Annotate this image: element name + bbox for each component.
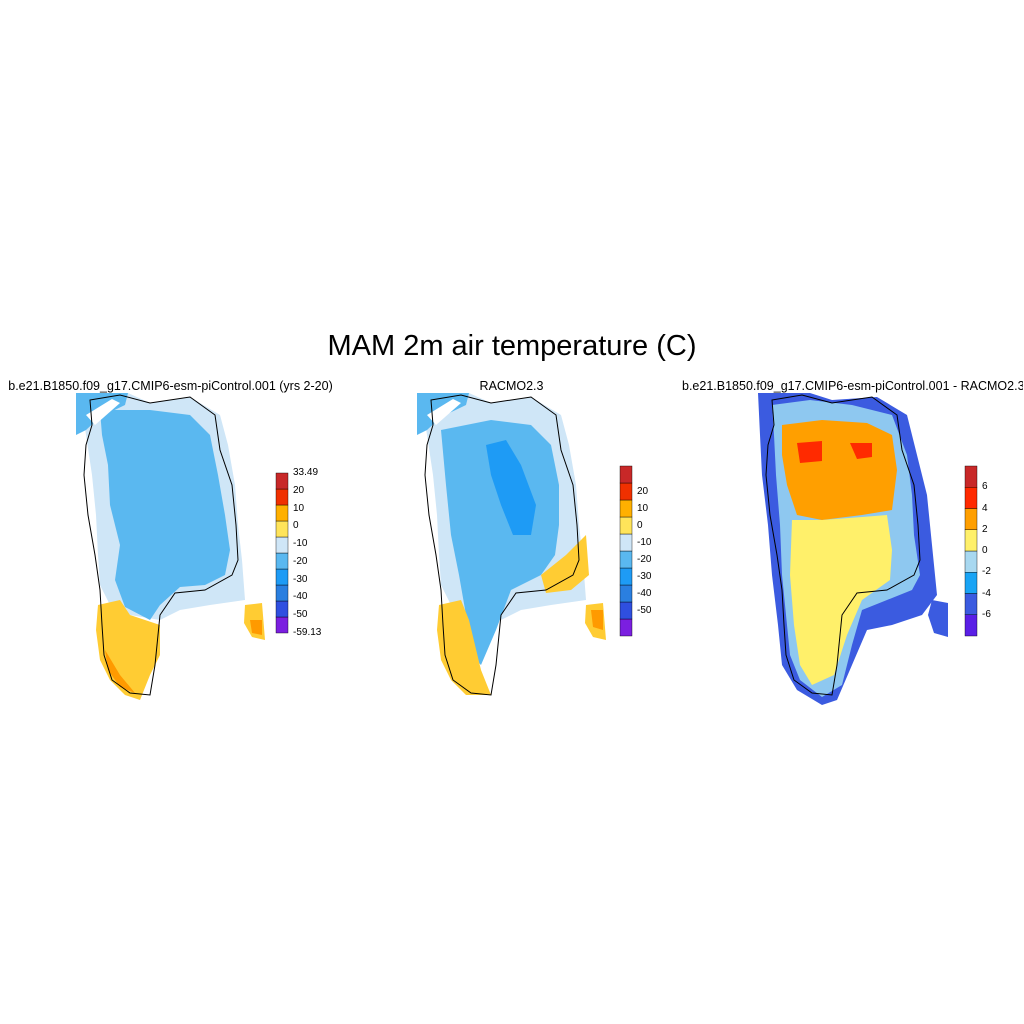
colorbar-swatch bbox=[275, 584, 289, 602]
colorbar-tick-label: 0 bbox=[293, 520, 299, 532]
north-hotspot-region bbox=[797, 441, 822, 463]
colorbar-tick-label: 0 bbox=[637, 519, 643, 531]
greenland-map-model bbox=[76, 393, 265, 700]
colorbar-swatch bbox=[275, 600, 289, 618]
colorbar-swatch bbox=[964, 487, 978, 509]
colorbar-swatch bbox=[275, 488, 289, 506]
north-warm-region bbox=[782, 420, 897, 520]
colorbar-model bbox=[275, 472, 289, 634]
east-coast-warm-region bbox=[541, 535, 589, 593]
colorbar-tick-label: -20 bbox=[637, 553, 652, 565]
south-interior-region bbox=[790, 515, 892, 685]
colorbar-tick-label: 10 bbox=[637, 502, 649, 514]
colorbar-racmo bbox=[619, 465, 633, 637]
colorbar-swatch bbox=[275, 552, 289, 570]
colorbar-tick-label: -40 bbox=[637, 587, 652, 599]
colorbar-swatch bbox=[964, 529, 978, 552]
colorbar-tick-label: -59.13 bbox=[293, 627, 322, 638]
colorbar-swatch bbox=[275, 504, 289, 522]
cold-interior-region bbox=[100, 410, 230, 620]
panel-title: b.e21.B1850.f09_g17.CMIP6-esm-piControl.… bbox=[682, 379, 1023, 393]
coldest-core-region bbox=[486, 440, 536, 535]
colorbar-tick-label: 20 bbox=[293, 484, 305, 496]
colorbar-swatch bbox=[619, 465, 633, 484]
colorbar-swatch bbox=[964, 550, 978, 573]
colorbar-swatch bbox=[619, 618, 633, 637]
greenland-map-difference bbox=[758, 393, 948, 705]
colorbar-tick-label: -50 bbox=[637, 604, 652, 616]
north-hotspot-region bbox=[850, 443, 872, 459]
colorbar-swatch bbox=[275, 472, 289, 490]
colorbar-tick-label: -30 bbox=[293, 573, 308, 585]
coastline bbox=[424, 394, 580, 696]
colorbar-swatch bbox=[964, 465, 978, 488]
east-coast-region bbox=[928, 600, 948, 637]
panel-racmo: RACMO2.3 -50 -40 -30 -20 -10 0 10 20 bbox=[341, 375, 682, 715]
colorbar-tick-label: -40 bbox=[293, 591, 308, 603]
colorbar-tick-label: -20 bbox=[293, 555, 308, 567]
colorbar-difference bbox=[964, 465, 978, 637]
panel-title: RACMO2.3 bbox=[479, 379, 544, 393]
colorbar-tick-label: 0 bbox=[982, 545, 988, 556]
colorbar-swatch bbox=[964, 593, 978, 615]
colorbar-tick-label: -4 bbox=[982, 587, 991, 599]
colorbar-swatch bbox=[619, 584, 633, 603]
colorbar-tick-label: 6 bbox=[982, 481, 988, 493]
panel-title: b.e21.B1850.f09_g17.CMIP6-esm-piControl.… bbox=[8, 379, 333, 393]
colorbar-swatch bbox=[275, 520, 289, 538]
colorbar-swatch bbox=[619, 601, 633, 620]
colorbar-tick-label: -50 bbox=[293, 609, 308, 621]
greenland-map-racmo bbox=[417, 393, 606, 696]
colorbar-tick-label: 33.49 bbox=[293, 467, 319, 478]
colorbar-swatch bbox=[619, 499, 633, 518]
colorbar-tick-label: 20 bbox=[637, 485, 649, 497]
colorbar-swatch bbox=[964, 572, 978, 594]
colorbar-tick-label: -6 bbox=[982, 608, 991, 620]
panel-model: b.e21.B1850.f09_g17.CMIP6-esm-piControl.… bbox=[0, 375, 341, 715]
south-tip-orange-region bbox=[105, 650, 135, 693]
colorbar-tick-label: 10 bbox=[293, 502, 305, 514]
coastline bbox=[765, 394, 921, 696]
cold-interior-region bbox=[441, 420, 559, 665]
colorbar-tick-label: -10 bbox=[637, 536, 652, 548]
colorbar-swatch bbox=[964, 508, 978, 530]
figure-title: MAM 2m air temperature (C) bbox=[327, 330, 697, 362]
colorbar-swatch bbox=[619, 482, 633, 501]
colorbar-swatch bbox=[964, 614, 978, 637]
colorbar-swatch bbox=[275, 616, 289, 634]
colorbar-tick-label: -10 bbox=[293, 538, 308, 550]
colorbar-swatch bbox=[275, 568, 289, 586]
colorbar-swatch bbox=[619, 533, 633, 552]
colorbar-swatch bbox=[619, 516, 633, 535]
colorbar-swatch bbox=[275, 536, 289, 554]
colorbar-swatch bbox=[619, 550, 633, 569]
colorbar-tick-label: -2 bbox=[982, 566, 991, 578]
coastline bbox=[83, 394, 239, 696]
colorbar-tick-label: 4 bbox=[982, 502, 988, 514]
colorbar-tick-label: -30 bbox=[637, 570, 652, 582]
colorbar-tick-label: 2 bbox=[982, 523, 988, 535]
colorbar-swatch bbox=[619, 567, 633, 586]
panel-difference: b.e21.B1850.f09_g17.CMIP6-esm-piControl.… bbox=[682, 375, 1023, 715]
